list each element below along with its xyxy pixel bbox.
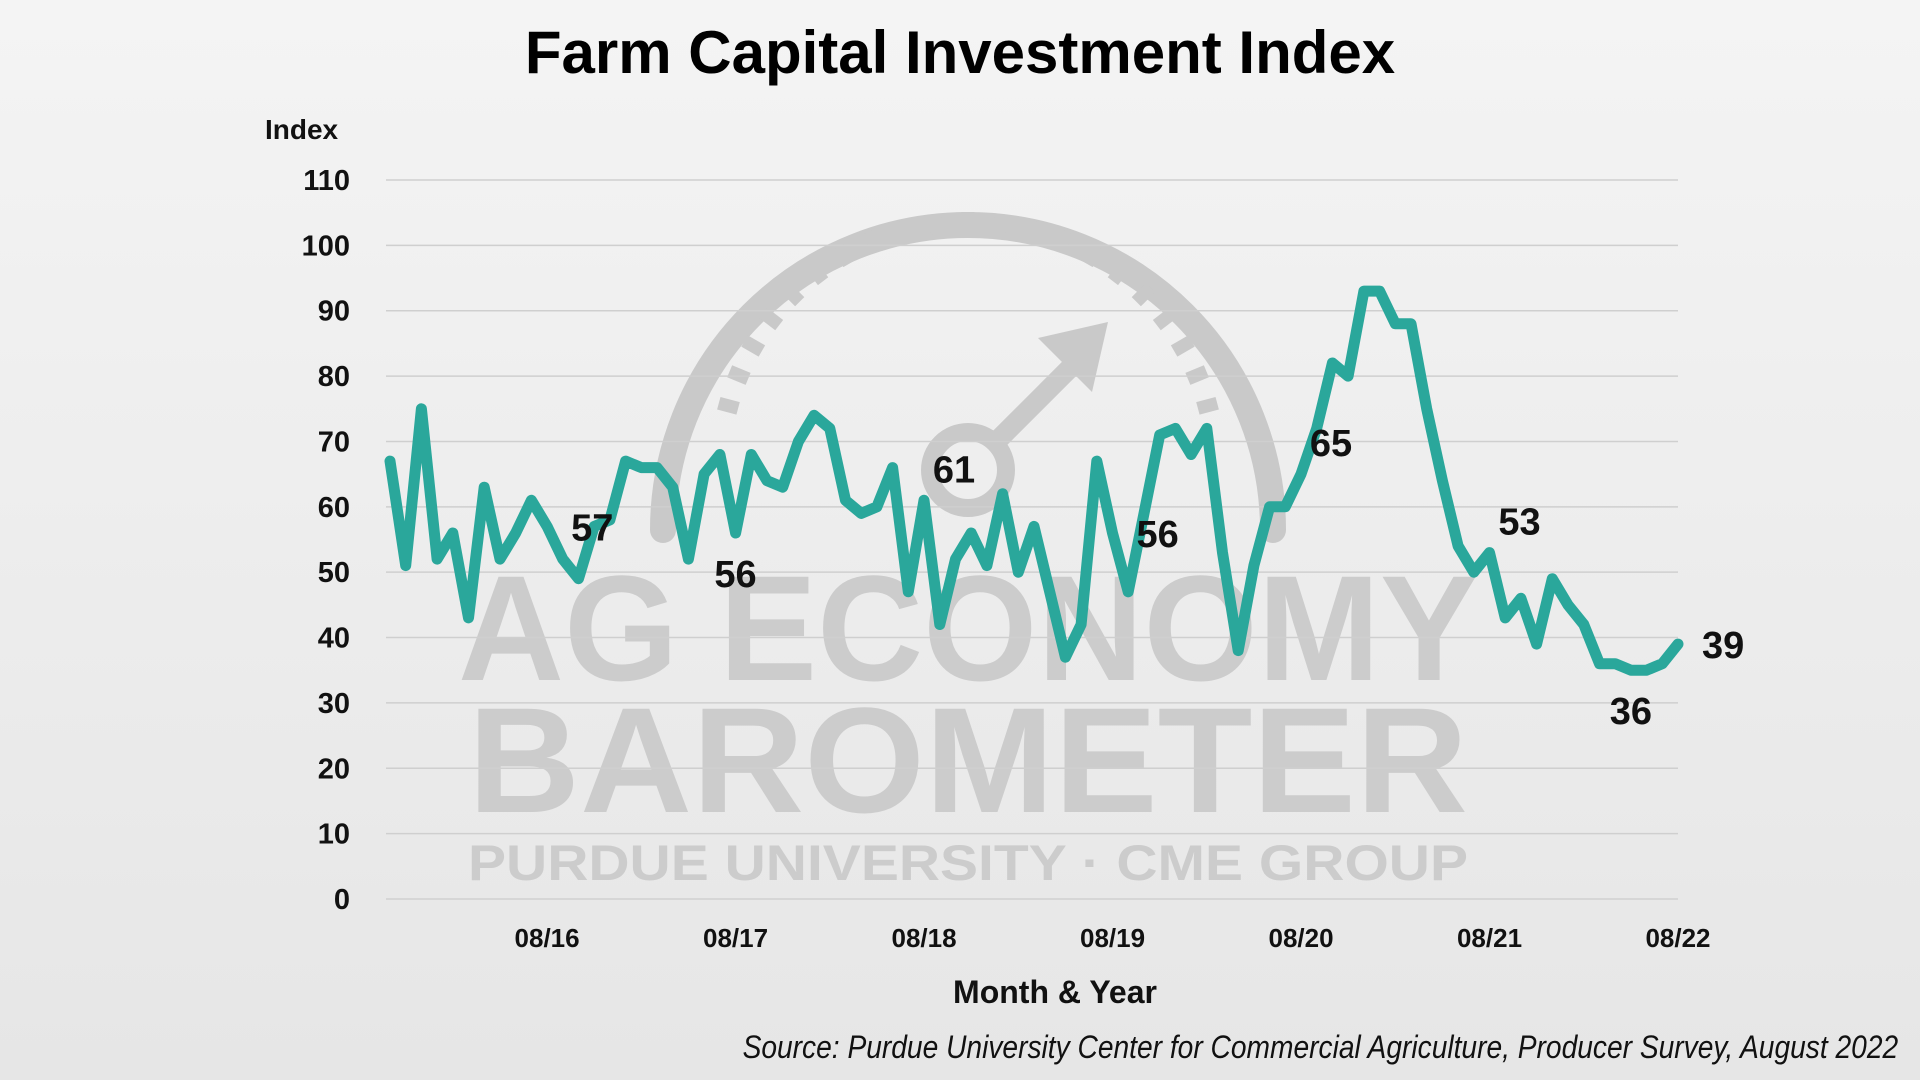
watermark-line2: BAROMETER bbox=[468, 676, 1468, 844]
gauge-tick bbox=[894, 219, 913, 242]
y-axis-label: Index bbox=[265, 114, 339, 145]
y-tick-label: 70 bbox=[318, 426, 350, 458]
data-label: 36 bbox=[1610, 691, 1652, 733]
x-tick-label: 08/16 bbox=[515, 923, 580, 953]
y-tick-label: 40 bbox=[318, 623, 350, 655]
data-label: 53 bbox=[1498, 502, 1540, 544]
y-axis-ticks: 0 10 20 30 40 50 60 70 80 90 100 110 bbox=[302, 165, 350, 916]
gauge-tick bbox=[1152, 307, 1177, 331]
y-tick-label: 0 bbox=[334, 884, 350, 916]
chart-title: Farm Capital Investment Index bbox=[524, 19, 1396, 86]
gauge-tick bbox=[717, 396, 740, 415]
y-tick-label: 100 bbox=[302, 230, 350, 262]
gauge-tick bbox=[863, 229, 883, 253]
data-label: 65 bbox=[1310, 423, 1352, 465]
gridlines bbox=[386, 179, 1678, 900]
gauge-tick bbox=[927, 213, 944, 235]
gauge-tick bbox=[1053, 229, 1073, 253]
x-axis-ticks: 08/16 08/17 08/18 08/19 08/20 08/21 08/22 bbox=[515, 923, 1711, 953]
y-tick-label: 110 bbox=[303, 165, 350, 197]
data-label: 56 bbox=[1137, 514, 1179, 556]
gauge-tick bbox=[1185, 365, 1209, 385]
gauge-tick bbox=[727, 365, 751, 385]
x-axis-label: Month & Year bbox=[953, 974, 1157, 1010]
data-label: 57 bbox=[571, 507, 613, 549]
gauge-hub bbox=[921, 423, 1015, 517]
y-tick-label: 50 bbox=[318, 557, 350, 589]
gauge-tick bbox=[992, 213, 1009, 235]
data-label: 56 bbox=[714, 554, 756, 596]
x-tick-label: 08/18 bbox=[892, 923, 957, 953]
gauge-tick bbox=[741, 335, 766, 357]
series-line-path bbox=[384, 285, 1684, 676]
gauge-tick bbox=[1107, 261, 1131, 286]
x-tick-label: 08/22 bbox=[1645, 923, 1710, 953]
gauge-tick bbox=[833, 243, 855, 268]
y-tick-label: 80 bbox=[318, 361, 350, 393]
gauge-tick bbox=[759, 307, 784, 331]
y-tick-label: 30 bbox=[318, 688, 350, 720]
gauge-tick bbox=[780, 282, 805, 307]
x-tick-label: 08/19 bbox=[1080, 923, 1145, 953]
gauge-tick bbox=[1131, 282, 1156, 307]
source-note: Source: Purdue University Center for Com… bbox=[742, 1029, 1898, 1065]
watermark-line3: PURDUE UNIVERSITY · CME GROUP bbox=[468, 835, 1468, 891]
y-tick-label: 90 bbox=[318, 296, 350, 328]
gauge-tick bbox=[1023, 219, 1042, 242]
data-label: 39 bbox=[1702, 625, 1744, 667]
gauge-tick bbox=[1170, 335, 1195, 357]
series-line bbox=[384, 285, 1684, 676]
data-labels: 57 56 61 56 65 53 36 39 bbox=[571, 423, 1744, 733]
gauge-arrowhead bbox=[1038, 322, 1108, 392]
x-tick-label: 08/20 bbox=[1268, 923, 1333, 953]
y-tick-label: 10 bbox=[318, 819, 350, 851]
gauge-tick bbox=[1081, 243, 1103, 268]
x-tick-label: 08/17 bbox=[703, 923, 768, 953]
x-tick-label: 08/21 bbox=[1457, 923, 1522, 953]
gauge-tick bbox=[805, 261, 829, 286]
gauge-tick bbox=[1196, 396, 1219, 415]
y-tick-label: 60 bbox=[318, 492, 350, 524]
y-tick-label: 20 bbox=[318, 753, 350, 785]
data-label: 61 bbox=[933, 449, 975, 491]
